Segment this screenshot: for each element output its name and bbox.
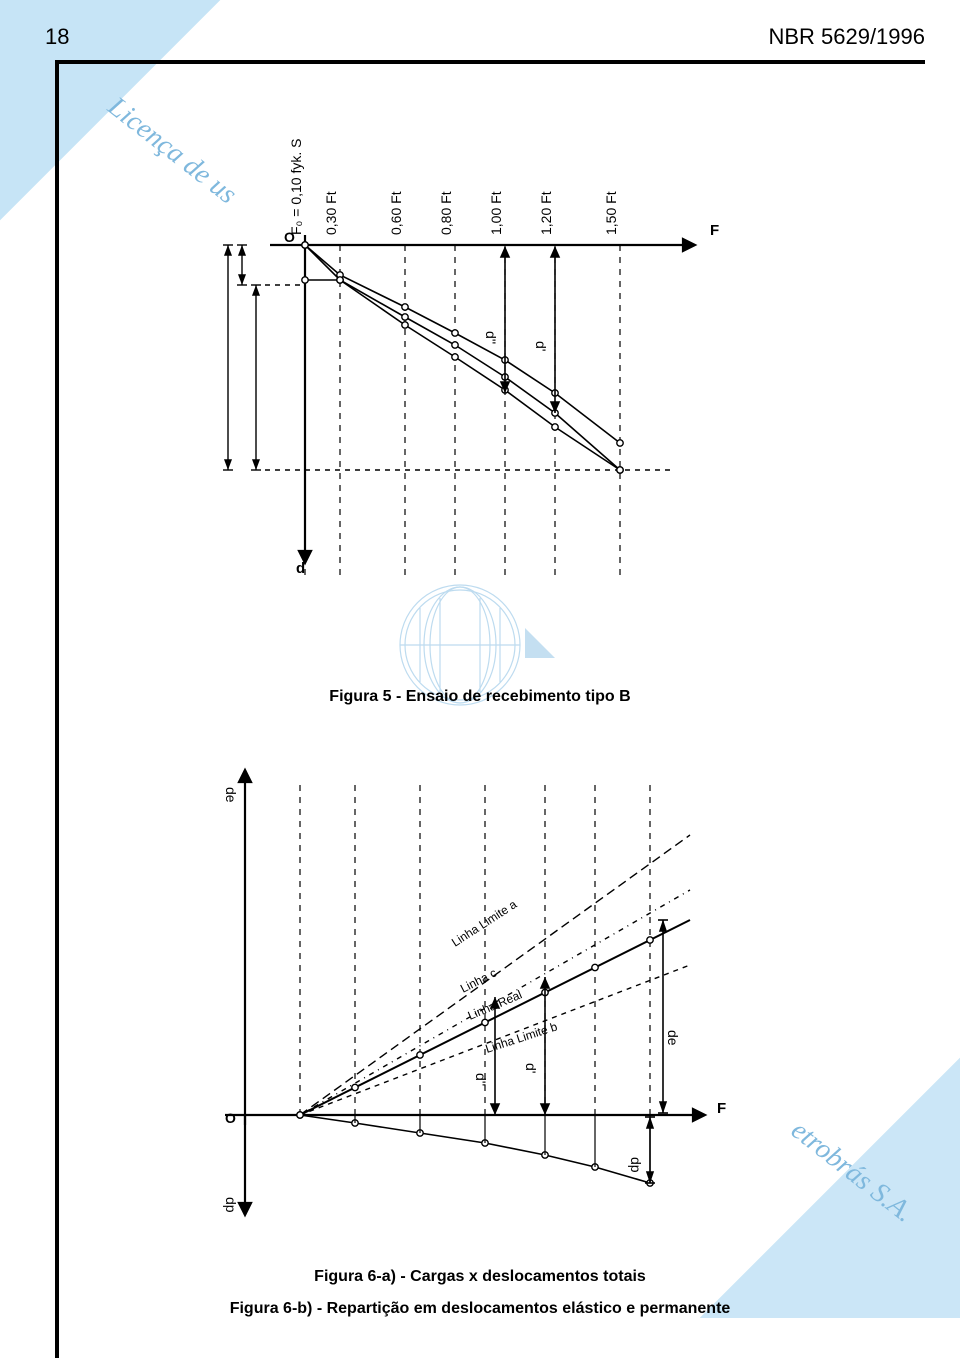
origin-6: O <box>225 1110 236 1126</box>
page-number: 18 <box>45 24 69 50</box>
tick-label: 0,80 Ft <box>438 191 454 235</box>
figure-5-caption: Figura 5 - Ensaio de recebimento tipo B <box>0 688 960 706</box>
figure-5-chart: F O d F₀ = 0,10 fyk. S0,30 Ft0,60 Ft0,80… <box>210 135 730 605</box>
line-label-c: Linha c <box>458 966 499 996</box>
inner6-dpp: d'' <box>473 1073 489 1086</box>
y-top-de: de <box>223 787 239 803</box>
axis-d-arrow: d <box>296 560 305 577</box>
page-header: 18 NBR 5629/1996 <box>45 24 925 50</box>
inner-dpp: d'' <box>483 331 499 344</box>
y-bot-dp: dp <box>223 1197 239 1213</box>
line-label-a: Linha Limite a <box>449 897 520 950</box>
tick-label: 0,30 Ft <box>323 191 339 235</box>
tick-label: 1,00 Ft <box>488 191 504 235</box>
figure-6b-caption: Figura 6-b) - Repartição em deslocamento… <box>0 1300 960 1318</box>
inner6-dp: d' <box>523 1063 539 1073</box>
doc-id: NBR 5629/1996 <box>768 24 925 50</box>
axis-F-label: F <box>710 222 719 239</box>
tick-label: 1,20 Ft <box>538 191 554 235</box>
right-dp: dp <box>628 1157 644 1173</box>
tick-label: F₀ = 0,10 fyk. S <box>288 139 304 235</box>
figure-6-chart: F O de dp Linha Limite a Linha c Linha R… <box>195 755 755 1255</box>
left-rule <box>55 60 59 1358</box>
right-de: de <box>665 1030 681 1046</box>
axis-F-label-6: F <box>717 1100 726 1117</box>
page: Licença de us etrobrás S.A. 18 NBR 5629/… <box>0 0 960 1358</box>
tick-label: 1,50 Ft <box>603 191 619 235</box>
inner-dp: d' <box>533 341 549 351</box>
tick-label: 0,60 Ft <box>388 191 404 235</box>
figure-6a-caption: Figura 6-a) - Cargas x deslocamentos tot… <box>0 1268 960 1286</box>
header-rule <box>55 60 925 64</box>
